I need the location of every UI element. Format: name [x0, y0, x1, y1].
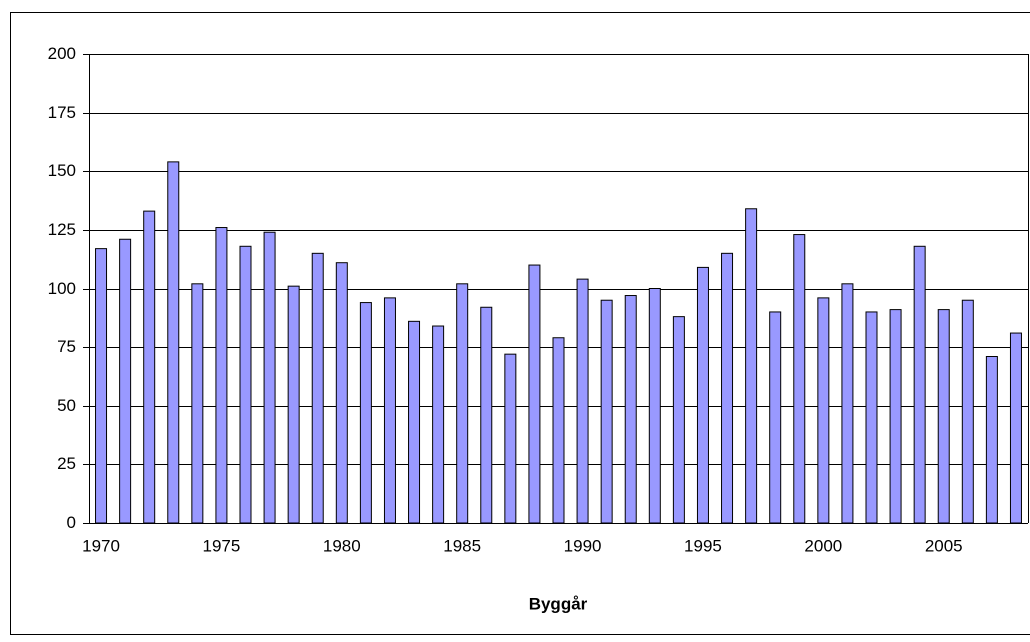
bar — [648, 288, 661, 524]
x-tick-label: 1990 — [564, 536, 602, 555]
y-tick-label: 200 — [48, 44, 76, 63]
y-tick-label: 125 — [48, 220, 76, 239]
bar — [311, 252, 324, 524]
bar — [865, 311, 878, 524]
bar — [817, 297, 830, 524]
bar — [889, 309, 902, 524]
y-tick-label: 150 — [48, 161, 76, 180]
bar — [672, 316, 685, 524]
bar — [745, 208, 758, 524]
x-tick-label: 1985 — [443, 536, 481, 555]
x-tick-label: 1970 — [82, 536, 120, 555]
bar — [143, 210, 156, 524]
bar — [985, 356, 998, 524]
bar — [167, 161, 180, 524]
bar — [239, 245, 252, 524]
bar — [119, 238, 132, 524]
bar — [383, 297, 396, 524]
bar — [263, 231, 276, 524]
bar — [480, 306, 493, 524]
x-axis-title: Byggår — [529, 594, 588, 613]
bar — [721, 252, 734, 524]
y-tick-label: 50 — [57, 396, 76, 415]
bar — [913, 245, 926, 524]
y-tick-label: 25 — [57, 454, 76, 473]
bar — [624, 295, 637, 524]
bar — [456, 283, 469, 524]
bar — [793, 234, 806, 524]
x-tick-label: 1980 — [323, 536, 361, 555]
x-tick-label: 2005 — [925, 536, 963, 555]
bar — [432, 325, 445, 524]
bar — [95, 248, 108, 524]
chart-frame — [10, 12, 1030, 635]
bar — [576, 278, 589, 524]
bar — [335, 262, 348, 524]
bar — [359, 302, 372, 524]
bar — [961, 299, 974, 524]
bar — [552, 337, 565, 524]
bar — [408, 320, 421, 524]
x-tick-label: 2000 — [804, 536, 842, 555]
y-tick-label: 100 — [48, 279, 76, 298]
bar — [600, 299, 613, 524]
x-tick-label: 1995 — [684, 536, 722, 555]
bar — [937, 309, 950, 524]
bar — [215, 227, 228, 524]
bar — [769, 311, 782, 524]
bar — [841, 283, 854, 524]
x-tick-label: 1975 — [203, 536, 241, 555]
y-tick-label: 175 — [48, 103, 76, 122]
bar — [504, 353, 517, 524]
y-tick-label: 0 — [67, 513, 76, 532]
bar — [191, 283, 204, 524]
bar — [1009, 332, 1022, 524]
bar — [696, 266, 709, 524]
bar — [287, 285, 300, 524]
y-tick-label: 75 — [57, 337, 76, 356]
bar — [528, 264, 541, 524]
